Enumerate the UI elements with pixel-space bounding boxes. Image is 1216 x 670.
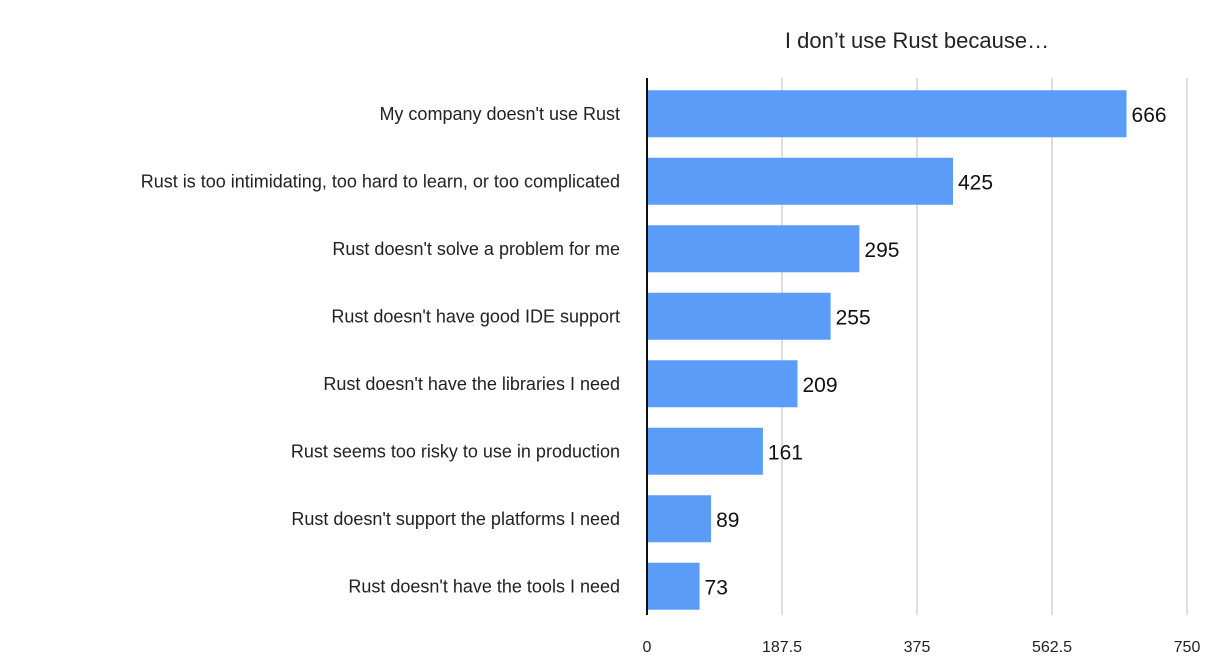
bar xyxy=(647,292,831,340)
value-label: 425 xyxy=(958,171,993,194)
category-label: Rust doesn't solve a problem for me xyxy=(332,239,620,259)
bar xyxy=(647,427,763,475)
x-tick-label: 0 xyxy=(643,639,652,656)
x-tick-label: 562.5 xyxy=(1032,639,1072,656)
bar xyxy=(647,157,953,205)
x-tick-label: 375 xyxy=(904,639,931,656)
bar xyxy=(647,225,860,273)
value-label: 161 xyxy=(768,441,803,464)
category-label: Rust doesn't have good IDE support xyxy=(331,306,620,326)
category-label: My company doesn't use Rust xyxy=(379,104,620,124)
category-label: Rust doesn't support the platforms I nee… xyxy=(291,509,620,529)
value-label: 255 xyxy=(836,306,871,329)
category-label: Rust doesn't have the tools I need xyxy=(348,576,620,596)
category-label: Rust is too intimidating, too hard to le… xyxy=(141,171,620,191)
bar xyxy=(647,90,1127,138)
value-label: 209 xyxy=(802,374,837,397)
bar xyxy=(647,495,712,543)
value-label: 73 xyxy=(705,576,728,599)
bar xyxy=(647,360,798,408)
bar xyxy=(647,562,700,610)
x-tick-label: 187.5 xyxy=(762,639,802,656)
value-label: 295 xyxy=(864,239,899,262)
x-tick-label: 750 xyxy=(1174,639,1201,656)
category-label: Rust doesn't have the libraries I need xyxy=(323,374,620,394)
category-label: Rust seems too risky to use in productio… xyxy=(291,441,620,461)
value-label: 89 xyxy=(716,509,739,532)
value-label: 666 xyxy=(1132,104,1167,127)
chart-title: I don’t use Rust because… xyxy=(784,28,1050,53)
